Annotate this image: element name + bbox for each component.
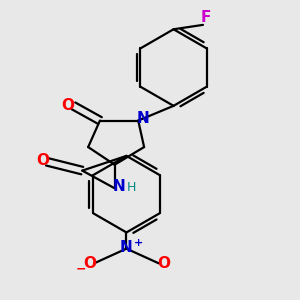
Text: N: N: [136, 111, 149, 126]
Text: O: O: [83, 256, 96, 271]
Text: +: +: [134, 238, 143, 248]
Text: O: O: [157, 256, 170, 271]
Text: F: F: [201, 10, 211, 25]
Text: N: N: [113, 179, 125, 194]
Text: O: O: [36, 153, 49, 168]
Text: N: N: [120, 240, 133, 255]
Text: O: O: [61, 98, 74, 113]
Text: −: −: [76, 262, 86, 275]
Text: H: H: [127, 181, 136, 194]
